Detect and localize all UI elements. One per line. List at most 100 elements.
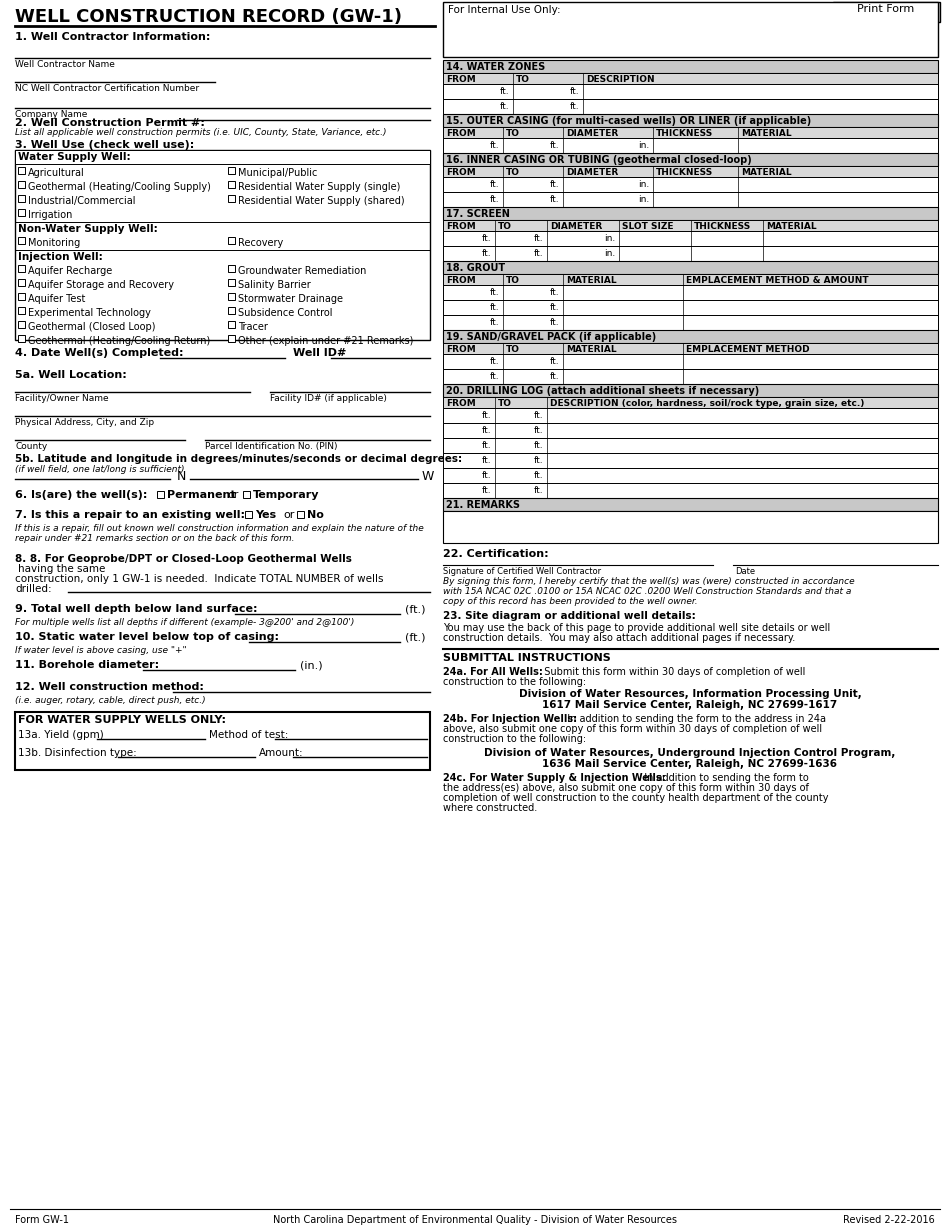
Text: North Carolina Department of Environmental Quality - Division of Water Resources: North Carolina Department of Environment…	[273, 1215, 677, 1225]
Text: THICKNESS: THICKNESS	[656, 169, 713, 177]
Text: TO: TO	[506, 344, 520, 354]
Text: TO: TO	[516, 75, 530, 84]
Text: DIAMETER: DIAMETER	[550, 221, 602, 231]
Text: ft.: ft.	[500, 87, 509, 96]
Bar	[443, 261, 938, 274]
Bar	[443, 408, 938, 423]
Text: Print Form: Print Form	[857, 4, 915, 14]
Bar	[18, 321, 25, 328]
Bar	[228, 196, 235, 202]
Bar	[18, 293, 25, 300]
Text: DIAMETER: DIAMETER	[566, 169, 618, 177]
Text: ft.: ft.	[489, 180, 499, 189]
Bar	[18, 237, 25, 244]
Text: SUBMITTAL INSTRUCTIONS: SUBMITTAL INSTRUCTIONS	[443, 653, 611, 663]
Bar	[228, 308, 235, 314]
Text: Well Contractor Name: Well Contractor Name	[15, 60, 115, 69]
Text: NC Well Contractor Certification Number: NC Well Contractor Certification Number	[15, 84, 200, 93]
Bar	[443, 220, 938, 231]
Text: In addition to sending the form to the address in 24a: In addition to sending the form to the a…	[561, 713, 826, 724]
Text: MATERIAL: MATERIAL	[741, 169, 791, 177]
Bar	[443, 510, 938, 542]
Text: copy of this record has been provided to the well owner.: copy of this record has been provided to…	[443, 597, 697, 606]
Text: in.: in.	[604, 248, 615, 258]
Bar	[157, 491, 164, 498]
Text: 18. GROUT: 18. GROUT	[446, 263, 505, 273]
Text: FROM: FROM	[446, 75, 476, 84]
Text: (in.): (in.)	[300, 661, 323, 670]
Text: Injection Well:: Injection Well:	[18, 252, 103, 262]
Text: Revised 2-22-2016: Revised 2-22-2016	[844, 1215, 935, 1225]
Text: 24a. For All Wells:: 24a. For All Wells:	[443, 667, 542, 677]
Bar	[443, 192, 938, 207]
Text: in.: in.	[604, 234, 615, 244]
Text: or: or	[283, 510, 294, 520]
Text: Geothermal (Heating/Cooling Return): Geothermal (Heating/Cooling Return)	[28, 336, 210, 346]
Text: ft.: ft.	[533, 426, 543, 435]
Text: ft.: ft.	[482, 442, 491, 450]
Bar	[18, 196, 25, 202]
Text: MATERIAL: MATERIAL	[766, 221, 817, 231]
Bar	[443, 384, 938, 397]
Text: Aquifer Test: Aquifer Test	[28, 294, 86, 304]
Text: 13a. Yield (gpm): 13a. Yield (gpm)	[18, 729, 104, 740]
Text: above, also submit one copy of this form within 30 days of completion of well: above, also submit one copy of this form…	[443, 724, 822, 734]
Text: By signing this form, I hereby certify that the well(s) was (were) constructed i: By signing this form, I hereby certify t…	[443, 577, 855, 585]
Bar	[443, 231, 938, 246]
Bar	[443, 438, 938, 453]
Text: Aquifer Recharge: Aquifer Recharge	[28, 266, 112, 276]
Text: Geothermal (Closed Loop): Geothermal (Closed Loop)	[28, 322, 156, 332]
Text: W: W	[422, 470, 434, 483]
Text: Facility/Owner Name: Facility/Owner Name	[15, 394, 108, 403]
Text: N: N	[177, 470, 186, 483]
Text: TO: TO	[506, 276, 520, 285]
Text: or: or	[227, 490, 238, 501]
Text: 1617 Mail Service Center, Raleigh, NC 27699-1617: 1617 Mail Service Center, Raleigh, NC 27…	[542, 700, 838, 710]
Bar	[443, 166, 938, 177]
Text: TO: TO	[506, 129, 520, 138]
Bar	[228, 167, 235, 173]
Text: Recovery: Recovery	[238, 237, 283, 248]
Bar	[15, 150, 430, 164]
Text: 1636 Mail Service Center, Raleigh, NC 27699-1636: 1636 Mail Service Center, Raleigh, NC 27…	[542, 759, 838, 769]
Text: 9. Total well depth below land surface:: 9. Total well depth below land surface:	[15, 604, 257, 614]
Text: 21. REMARKS: 21. REMARKS	[446, 501, 520, 510]
Text: ft.: ft.	[489, 319, 499, 327]
Bar	[228, 181, 235, 188]
Bar	[18, 167, 25, 173]
Text: Form GW-1: Form GW-1	[15, 1215, 69, 1225]
Text: DESCRIPTION: DESCRIPTION	[586, 75, 655, 84]
Text: Municipal/Public: Municipal/Public	[238, 169, 317, 178]
Bar	[18, 335, 25, 342]
Text: 5a. Well Location:: 5a. Well Location:	[15, 370, 126, 380]
Text: MATERIAL: MATERIAL	[566, 276, 617, 285]
Text: 3. Well Use (check well use):: 3. Well Use (check well use):	[15, 140, 194, 150]
Bar	[18, 264, 25, 272]
Bar	[443, 84, 938, 98]
Text: ft.: ft.	[482, 411, 491, 419]
Text: Division of Water Resources, Information Processing Unit,: Division of Water Resources, Information…	[519, 689, 862, 699]
Text: EMPLACEMENT METHOD & AMOUNT: EMPLACEMENT METHOD & AMOUNT	[686, 276, 868, 285]
Text: Salinity Barrier: Salinity Barrier	[238, 280, 311, 290]
Bar	[297, 510, 304, 518]
Text: Industrial/Commercial: Industrial/Commercial	[28, 196, 136, 205]
Text: FROM: FROM	[446, 399, 476, 408]
Text: Parcel Identification No. (PIN): Parcel Identification No. (PIN)	[205, 442, 337, 451]
Bar	[443, 73, 938, 84]
Text: in.: in.	[637, 141, 649, 150]
Text: 1. Well Contractor Information:: 1. Well Contractor Information:	[15, 32, 210, 42]
Text: 2. Well Construction Permit #:: 2. Well Construction Permit #:	[15, 118, 205, 128]
Bar	[443, 330, 938, 343]
Text: ft.: ft.	[569, 87, 579, 96]
Text: 24c. For Water Supply & Injection Wells:: 24c. For Water Supply & Injection Wells:	[443, 772, 666, 784]
Text: ft.: ft.	[489, 288, 499, 296]
Text: 7. Is this a repair to an existing well:: 7. Is this a repair to an existing well:	[15, 510, 245, 520]
Bar	[245, 510, 252, 518]
Text: FROM: FROM	[446, 169, 476, 177]
Text: in.: in.	[637, 196, 649, 204]
Text: Division of Water Resources, Underground Injection Control Program,: Division of Water Resources, Underground…	[484, 748, 896, 758]
Bar	[443, 60, 938, 73]
Text: ft.: ft.	[549, 141, 559, 150]
Text: ft.: ft.	[549, 196, 559, 204]
Text: ft.: ft.	[569, 102, 579, 111]
